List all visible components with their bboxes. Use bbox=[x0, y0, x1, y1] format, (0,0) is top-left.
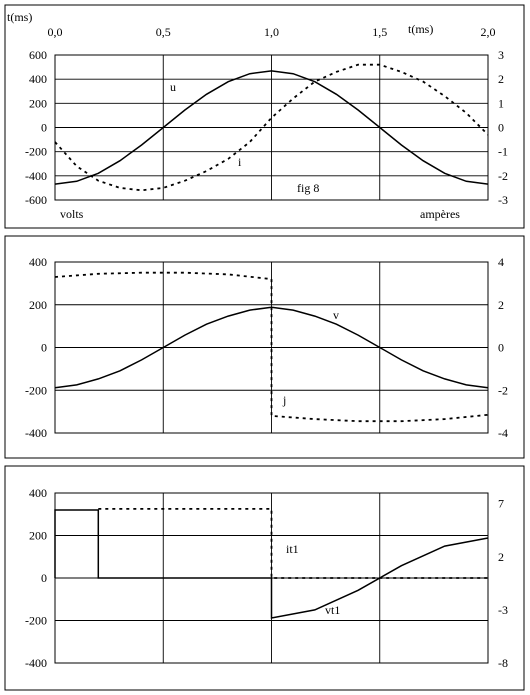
y-tick-label-left: 200 bbox=[29, 298, 47, 312]
right-axis-label: ampères bbox=[420, 207, 460, 221]
top-axis-label-right: t(ms) bbox=[408, 22, 433, 36]
curve-label-vt1: vt1 bbox=[325, 603, 340, 617]
panel-1-grid bbox=[55, 55, 488, 200]
y-tick-label-left: 600 bbox=[29, 48, 47, 62]
curve-label-v: v bbox=[333, 308, 339, 322]
panel-3: 400 200 0 -200 -400 7 2 -3 -8 it1 vt1 bbox=[4, 465, 525, 691]
y-tick-label-left: 400 bbox=[29, 486, 47, 500]
y-tick-labels-right: 7 2 -3 -8 bbox=[498, 497, 508, 670]
y-tick-label-left: -400 bbox=[25, 656, 47, 670]
series-line-it1 bbox=[98, 507, 488, 579]
y-tick-labels-left: 400 200 0 -200 -400 bbox=[25, 486, 47, 670]
y-tick-label-left: -600 bbox=[25, 193, 47, 207]
y-tick-label-right: 0 bbox=[498, 341, 504, 355]
y-tick-label-left: -400 bbox=[25, 169, 47, 183]
curve-label-j: j bbox=[282, 393, 286, 407]
y-tick-label-right: 3 bbox=[498, 48, 504, 62]
series-line-vt1 bbox=[54, 509, 489, 619]
y-tick-label-right: -1 bbox=[498, 145, 508, 159]
y-tick-label-right: 1 bbox=[498, 96, 504, 110]
y-tick-label-right: 2 bbox=[498, 550, 504, 564]
x-tick-label: 0,5 bbox=[156, 25, 171, 39]
panel-2-frame bbox=[4, 235, 525, 459]
figure-label: fig 8 bbox=[297, 181, 319, 195]
y-tick-label-right: -2 bbox=[498, 383, 508, 397]
panel-3-curves bbox=[54, 507, 489, 619]
y-tick-label-left: -400 bbox=[25, 426, 47, 440]
x-tick-label: 1,5 bbox=[372, 25, 387, 39]
y-tick-label-right: 7 bbox=[498, 497, 504, 511]
series-line-j bbox=[54, 271, 489, 423]
panel-1: t(ms) t(ms) 0,0 0,5 1,0 1,5 2,0 600 400 … bbox=[4, 4, 525, 229]
curve-label-u: u bbox=[170, 80, 176, 94]
curve-label-i: i bbox=[238, 155, 242, 169]
y-tick-label-right: -8 bbox=[498, 656, 508, 670]
panel-2-curves bbox=[54, 271, 489, 423]
y-tick-label-right: 2 bbox=[498, 72, 504, 86]
left-axis-label: volts bbox=[60, 207, 84, 221]
y-tick-labels-right: 4 2 0 -2 -4 bbox=[498, 255, 508, 440]
y-tick-label-right: -3 bbox=[498, 603, 508, 617]
x-tick-label: 2,0 bbox=[481, 25, 496, 39]
y-tick-label-left: 0 bbox=[41, 341, 47, 355]
y-tick-label-left: 400 bbox=[29, 255, 47, 269]
y-tick-label-left: 200 bbox=[29, 96, 47, 110]
y-tick-label-left: -200 bbox=[25, 145, 47, 159]
y-tick-label-right: -2 bbox=[498, 169, 508, 183]
series-line-u bbox=[54, 70, 489, 185]
y-tick-labels-left: 600 400 200 0 -200 -400 -600 bbox=[25, 48, 47, 207]
y-tick-labels-right: 3 2 1 0 -1 -2 -3 bbox=[498, 48, 508, 207]
y-tick-label-left: 0 bbox=[41, 121, 47, 135]
y-tick-label-right: -3 bbox=[498, 193, 508, 207]
panel-2: 400 200 0 -200 -400 4 2 0 -2 -4 v j bbox=[4, 235, 525, 459]
curve-label-it1: it1 bbox=[286, 542, 299, 556]
panel-1-curves bbox=[54, 63, 489, 192]
y-tick-label-right: 4 bbox=[498, 255, 504, 269]
y-tick-labels-left: 400 200 0 -200 -400 bbox=[25, 255, 47, 440]
y-tick-label-left: -200 bbox=[25, 614, 47, 628]
y-tick-label-right: -4 bbox=[498, 426, 508, 440]
y-tick-label-right: 0 bbox=[498, 121, 504, 135]
y-tick-label-left: 200 bbox=[29, 529, 47, 543]
y-tick-label-right: 2 bbox=[498, 298, 504, 312]
y-tick-label-left: 400 bbox=[29, 72, 47, 86]
y-tick-label-left: -200 bbox=[25, 383, 47, 397]
x-tick-label: 1,0 bbox=[264, 25, 279, 39]
top-axis-label: t(ms) bbox=[7, 10, 32, 24]
x-tick-label: 0,0 bbox=[48, 25, 63, 39]
y-tick-label-left: 0 bbox=[41, 571, 47, 585]
panel-1-frame bbox=[4, 4, 525, 229]
